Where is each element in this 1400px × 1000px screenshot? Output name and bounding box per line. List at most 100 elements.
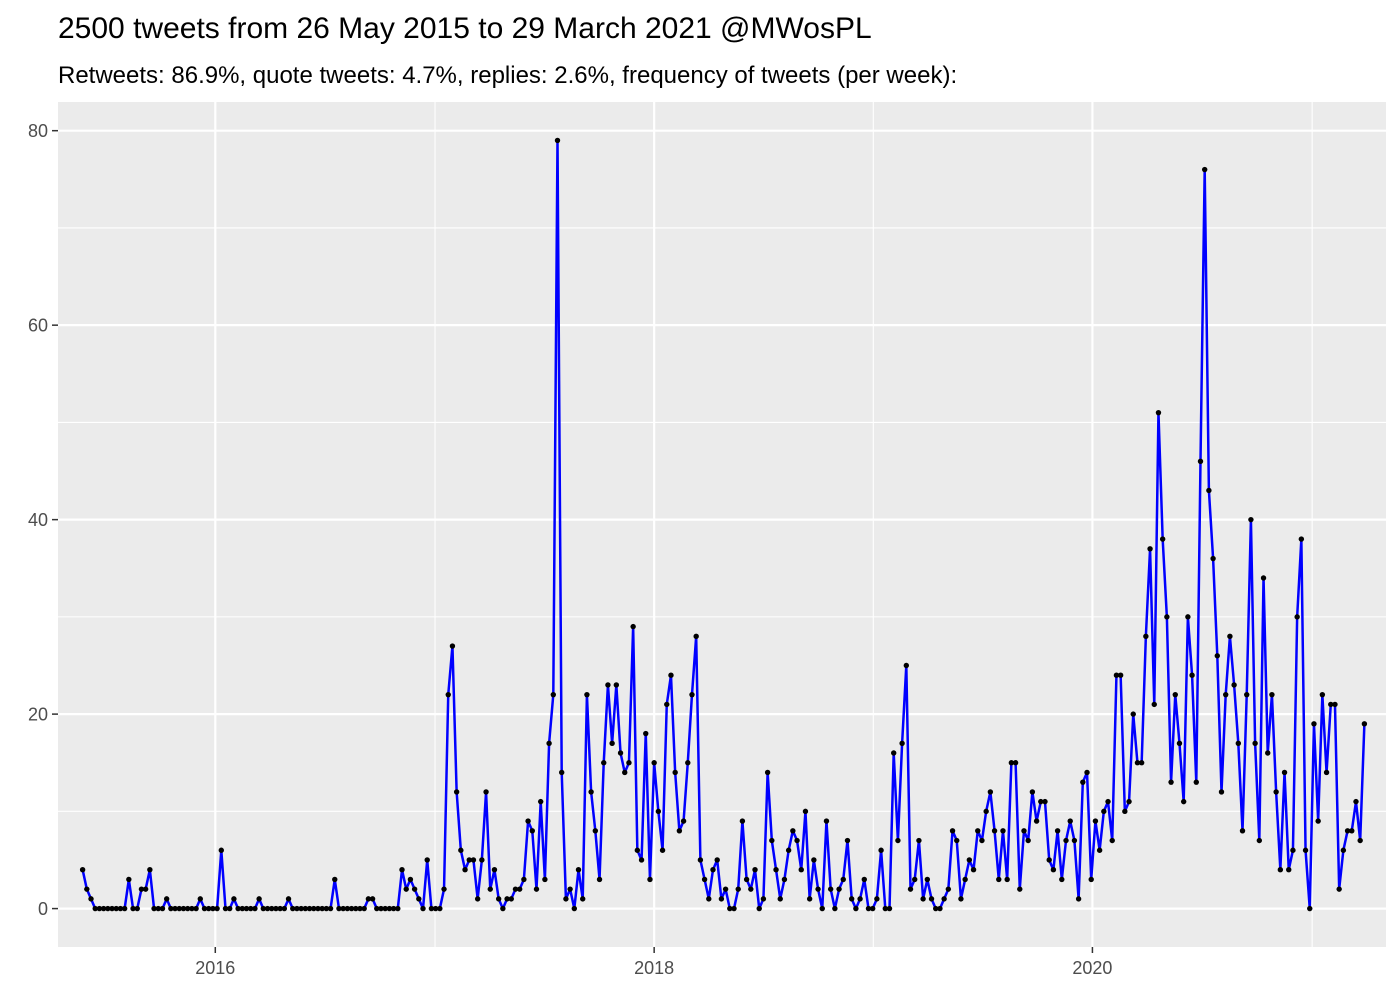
data-point	[201, 905, 208, 912]
data-point	[941, 896, 947, 902]
data-point	[777, 896, 783, 902]
data-point	[126, 876, 132, 883]
data-point	[1063, 837, 1069, 844]
data-point	[470, 857, 477, 863]
data-point	[1218, 789, 1225, 795]
data-point	[491, 867, 498, 873]
data-point	[395, 905, 401, 912]
data-point	[643, 730, 649, 737]
data-point	[403, 886, 409, 892]
data-point	[1197, 458, 1204, 464]
data-point	[227, 905, 233, 912]
data-point	[1138, 760, 1145, 766]
data-point	[1176, 740, 1183, 746]
data-point	[428, 905, 435, 912]
data-point	[655, 808, 662, 815]
data-point	[748, 886, 754, 892]
data-point	[563, 896, 569, 902]
data-point	[239, 905, 246, 912]
data-point	[273, 905, 279, 912]
data-point	[155, 905, 161, 912]
data-point	[727, 905, 733, 912]
data-point	[1349, 828, 1355, 834]
data-point	[966, 857, 973, 863]
data-point	[416, 896, 422, 902]
data-point	[706, 896, 712, 902]
data-point	[1025, 837, 1031, 844]
data-point	[979, 837, 985, 844]
data-point	[332, 876, 338, 883]
data-point	[1353, 798, 1359, 805]
data-point	[1021, 828, 1027, 834]
data-point	[1239, 828, 1246, 834]
data-point	[647, 876, 653, 883]
data-point	[336, 905, 342, 912]
data-point	[1122, 808, 1128, 815]
data-point	[945, 886, 952, 892]
data-point	[785, 847, 792, 853]
data-point	[840, 876, 846, 883]
data-point	[525, 818, 531, 824]
data-point	[353, 905, 359, 912]
data-point	[630, 623, 636, 630]
data-point	[962, 876, 968, 883]
data-point	[378, 905, 384, 912]
data-point	[1277, 867, 1284, 873]
data-point	[1248, 516, 1254, 523]
data-point	[886, 905, 893, 912]
data-point	[659, 847, 666, 853]
data-point	[1092, 818, 1099, 824]
data-point	[277, 905, 283, 912]
data-point	[1147, 546, 1153, 552]
data-point	[731, 905, 737, 912]
data-point	[638, 857, 645, 863]
data-point	[672, 769, 678, 776]
data-point	[1067, 818, 1073, 824]
data-point	[554, 137, 561, 144]
data-point	[441, 886, 447, 892]
data-point	[735, 886, 741, 892]
data-point	[718, 896, 725, 902]
data-point	[210, 905, 216, 912]
data-point	[1332, 701, 1338, 708]
data-point	[1071, 837, 1078, 844]
data-point	[1075, 896, 1082, 902]
data-point	[848, 896, 855, 902]
data-point	[420, 905, 426, 912]
data-point	[819, 905, 825, 912]
data-point	[147, 867, 153, 873]
y-tick-label: 80	[28, 121, 48, 141]
data-point	[483, 789, 489, 795]
data-point	[1340, 847, 1347, 853]
data-point	[487, 886, 493, 892]
data-point	[1290, 847, 1296, 853]
data-point	[281, 905, 288, 912]
data-point	[580, 896, 586, 902]
data-point	[327, 905, 334, 912]
data-point	[474, 896, 481, 902]
data-point	[1210, 555, 1216, 562]
data-point	[697, 857, 704, 863]
data-point	[516, 886, 523, 892]
data-point	[449, 643, 456, 649]
data-point	[584, 691, 590, 698]
data-point	[1004, 876, 1010, 883]
data-point	[571, 905, 578, 912]
data-point	[609, 740, 615, 746]
data-point	[323, 905, 330, 912]
data-point	[1361, 721, 1368, 727]
data-point	[1000, 828, 1006, 834]
data-point	[954, 837, 960, 844]
data-point	[1096, 847, 1103, 853]
data-point	[508, 896, 514, 902]
data-point	[689, 691, 695, 698]
y-axis-labels: 0 20 40 60 80	[28, 121, 48, 919]
x-tick-label: 2020	[1072, 958, 1112, 978]
data-point	[1172, 691, 1178, 698]
data-point	[1193, 779, 1199, 785]
data-point	[1117, 672, 1124, 678]
data-point	[676, 828, 683, 834]
data-point	[882, 905, 888, 912]
data-point	[1105, 798, 1111, 805]
data-point	[361, 905, 367, 912]
